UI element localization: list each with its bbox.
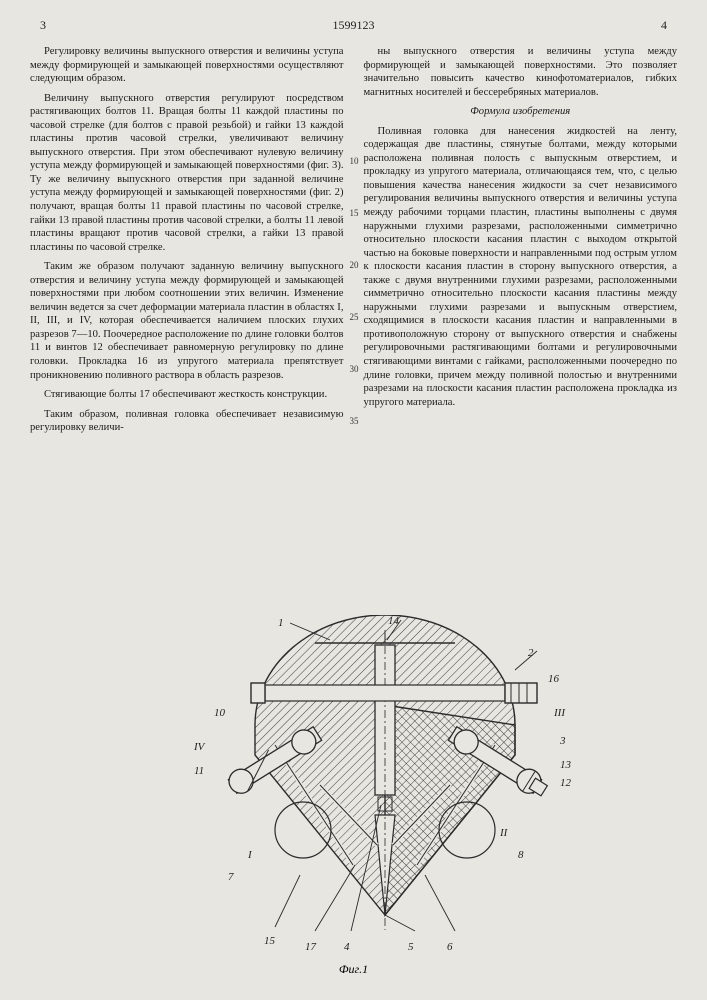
callout-6: 6 — [447, 941, 453, 953]
page-header: 3 1599123 4 — [30, 18, 677, 33]
callout-12: 12 — [560, 777, 571, 789]
callout-14: 14 — [388, 615, 399, 627]
marker: 25 — [350, 291, 359, 343]
callout-1: 1 — [278, 617, 284, 629]
callout-11: 11 — [194, 765, 204, 777]
figure-svg — [215, 615, 555, 945]
marker: 15 — [350, 187, 359, 239]
callout-15: 15 — [264, 935, 275, 947]
roman-III: III — [554, 707, 565, 719]
line-markers: 10 15 20 25 30 35 — [350, 135, 359, 447]
page-number-right: 4 — [661, 18, 667, 33]
para: Таким образом, поливная головка обеспечи… — [30, 408, 344, 435]
figure-label: Фиг.1 — [339, 962, 368, 977]
roman-I: I — [248, 849, 252, 861]
para: Регулировку величины выпускного отверсти… — [30, 45, 344, 86]
callout-13: 13 — [560, 759, 571, 771]
callout-10: 10 — [214, 707, 225, 719]
para: Стягивающие болты 17 обеспечивают жестко… — [30, 388, 344, 402]
callout-3: 3 — [560, 735, 566, 747]
marker: 35 — [350, 395, 359, 447]
right-column: 10 15 20 25 30 35 ны выпускного отверсти… — [364, 45, 678, 603]
marker: 20 — [350, 239, 359, 291]
para: Таким же образом получают заданную велич… — [30, 260, 344, 382]
document-number: 1599123 — [333, 18, 375, 32]
text-columns: Регулировку величины выпускного отверсти… — [30, 45, 677, 603]
marker: 10 — [350, 135, 359, 187]
callout-5: 5 — [408, 941, 414, 953]
figure-1: 1 14 2 16 III 3 13 12 II 8 10 IV 11 I 7 … — [30, 615, 677, 985]
left-column: Регулировку величины выпускного отверсти… — [30, 45, 344, 603]
callout-2: 2 — [528, 647, 534, 659]
para: ны выпускного отверстия и величины уступ… — [364, 45, 678, 99]
formula-title: Формула изобретения — [364, 105, 678, 119]
roman-IV: IV — [194, 741, 204, 753]
marker: 30 — [350, 343, 359, 395]
claim-text: Поливная головка для нанесения жидкостей… — [364, 125, 678, 409]
roman-II: II — [500, 827, 507, 839]
para: Величину выпускного отверстия регулируют… — [30, 92, 344, 255]
callout-17: 16 — [548, 673, 559, 685]
callout-7: 7 — [228, 871, 234, 883]
callout-16: 17 — [305, 941, 316, 953]
callout-8: 8 — [518, 849, 524, 861]
callout-4: 4 — [344, 941, 350, 953]
page-number-left: 3 — [40, 18, 46, 33]
